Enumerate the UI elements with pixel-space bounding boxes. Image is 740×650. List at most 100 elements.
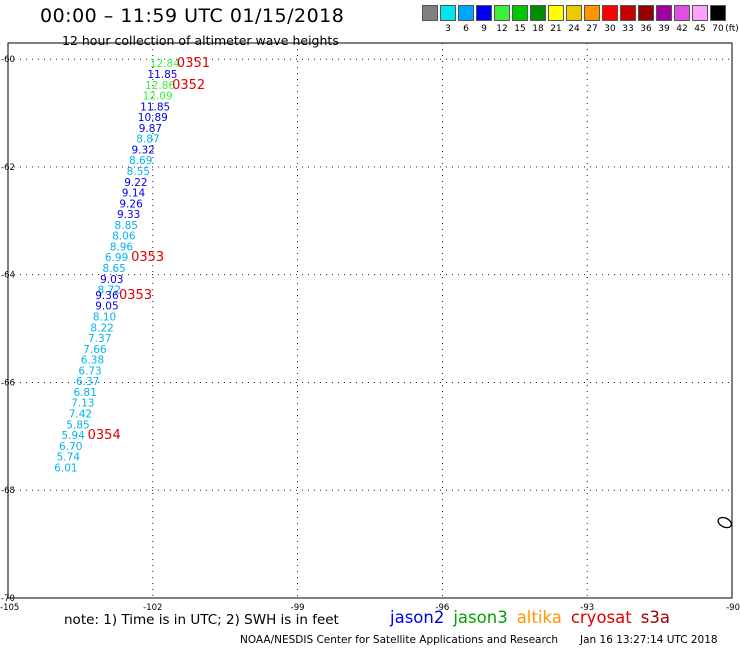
legend-swatch xyxy=(638,5,654,21)
legend-bin-label: 9 xyxy=(481,24,487,34)
wave-height-label: 8.55 xyxy=(127,166,150,178)
legend-bin-label: 15 xyxy=(514,24,526,34)
wave-height-label: 11.85 xyxy=(140,101,170,113)
legend-bin-label: 6 xyxy=(463,24,469,34)
pass-time-label: 0352 xyxy=(172,78,205,93)
wave-height-label: 11.85 xyxy=(147,69,177,81)
wave-height-label: 7.13 xyxy=(71,398,94,410)
wave-height-label: 7.37 xyxy=(88,333,111,345)
wave-height-label: 5.94 xyxy=(61,430,85,442)
satellite-label: jason2 xyxy=(390,608,445,627)
longitude-tick-label: -90 xyxy=(726,603,740,613)
legend-bin-label: 21 xyxy=(550,24,562,34)
legend-bin-label: 33 xyxy=(622,24,634,34)
map-subtitle: 12 hour collection of altimeter wave hei… xyxy=(62,33,339,48)
legend-swatch xyxy=(458,5,474,21)
longitude-tick-label: -96 xyxy=(435,603,449,613)
latitude-tick-label: -66 xyxy=(1,378,15,388)
legend-bin-label: 70 xyxy=(712,24,724,34)
pass-time-labels: 0351 0352 0353 0353 0354 xyxy=(88,56,210,443)
latitude-tick-label: -70 xyxy=(1,594,15,604)
footer-note: note: 1) Time is in UTC; 2) SWH is in fe… xyxy=(64,612,339,628)
wave-height-label: 6.37 xyxy=(76,376,99,388)
satellite-label: jason3 xyxy=(453,608,508,627)
wave-height-label: 8.85 xyxy=(115,220,138,232)
legend-swatch xyxy=(602,5,618,21)
wave-height-label: 12.86 xyxy=(145,80,175,92)
wave-height-label: 6.73 xyxy=(78,365,101,377)
wave-height-label: 9.87 xyxy=(139,123,162,135)
pass-time-label: 0353 xyxy=(131,250,164,265)
island-outline xyxy=(717,516,733,529)
satellite-label: cryosat xyxy=(570,608,632,627)
legend-swatch xyxy=(512,5,528,21)
wave-height-observations: 12.8411.8512.8612.0911.8510.899.878.879.… xyxy=(54,58,180,474)
wave-height-label: 6.99 xyxy=(105,252,128,264)
legend-swatch xyxy=(656,5,672,21)
legend-swatch xyxy=(584,5,600,21)
latitude-tick-label: -68 xyxy=(1,486,15,496)
wave-height-label: 9.26 xyxy=(119,198,143,210)
wave-height-label: 8.22 xyxy=(90,322,113,334)
legend-unit-label: (ft) xyxy=(725,24,739,34)
wave-height-label: 6.81 xyxy=(74,387,97,399)
map-title: 00:00 – 11:59 UTC 01/15/2018 xyxy=(40,5,345,27)
latitude-tick-label: -64 xyxy=(1,271,15,281)
legend-bin-label: 42 xyxy=(676,24,688,34)
land-features xyxy=(717,516,733,529)
wave-height-label: 5.74 xyxy=(57,452,81,464)
wave-height-label: 8.06 xyxy=(112,231,136,243)
wave-height-label: 6.01 xyxy=(54,462,77,474)
legend-bin-label: 45 xyxy=(694,24,706,34)
longitude-tick-label: -102 xyxy=(143,603,162,613)
wave-height-label: 12.09 xyxy=(143,91,173,103)
legend-bin-label: 18 xyxy=(532,24,544,34)
legend-bin-label: 3 xyxy=(445,24,451,34)
axis-tick-labels: -60 -62 -64 -66 -68 -70-105 -102 -99 -96 -93 -90 xyxy=(0,55,740,613)
satellite-legend: jason2 jason3 altika cryosat s3a xyxy=(390,608,679,627)
wave-height-label: 9.03 xyxy=(100,274,123,286)
longitude-tick-label: -105 xyxy=(0,603,19,613)
wave-height-label: 9.22 xyxy=(124,177,147,189)
graticule-grid xyxy=(8,43,732,598)
latitude-tick-label: -60 xyxy=(1,55,15,65)
legend-swatch xyxy=(530,5,546,21)
wave-height-label: 9.33 xyxy=(117,209,140,221)
wave-height-label: 8.87 xyxy=(136,134,159,146)
wave-height-label: 8.10 xyxy=(93,312,116,324)
longitude-tick-label: -99 xyxy=(291,603,305,613)
wave-height-label: 5.85 xyxy=(66,419,89,431)
wave-height-label: 8.65 xyxy=(102,263,125,275)
legend-bin-label: 30 xyxy=(604,24,616,34)
legend-bin-label: 39 xyxy=(658,24,670,34)
pass-time-label: 0351 xyxy=(177,56,210,71)
longitude-tick-label: -93 xyxy=(580,603,594,613)
wave-height-label: 6.38 xyxy=(81,355,104,367)
wave-height-label: 9.14 xyxy=(122,188,146,200)
generation-timestamp: Jan 16 13:27:14 UTC 2018 xyxy=(580,634,718,646)
legend-swatch xyxy=(422,5,438,21)
wave-height-label: 9.05 xyxy=(95,301,118,313)
pass-time-label: 0354 xyxy=(88,428,121,443)
legend-swatch xyxy=(440,5,456,21)
wave-height-label: 9.32 xyxy=(131,144,154,156)
map-frame xyxy=(7,42,733,599)
legend-swatch xyxy=(710,5,726,21)
wave-height-label: 10.89 xyxy=(138,112,168,124)
satellite-label: s3a xyxy=(640,608,670,627)
wave-height-label: 8.72 xyxy=(98,285,121,297)
wave-height-label: 8.69 xyxy=(129,155,152,167)
wave-height-label: 9.36 xyxy=(95,290,119,302)
legend-swatch xyxy=(692,5,708,21)
wave-height-label: 6.70 xyxy=(59,441,82,453)
legend-bin-label: 24 xyxy=(568,24,580,34)
map-border xyxy=(7,42,733,599)
wave-height-label: 7.42 xyxy=(69,408,92,420)
legend-bin-label: 12 xyxy=(496,24,508,34)
legend-swatch xyxy=(494,5,510,21)
legend-bin-label: 27 xyxy=(586,24,598,34)
credit-line: NOAA/NESDIS Center for Satellite Applica… xyxy=(240,634,558,646)
legend-bin-label: 36 xyxy=(640,24,652,34)
legend-swatch xyxy=(548,5,564,21)
